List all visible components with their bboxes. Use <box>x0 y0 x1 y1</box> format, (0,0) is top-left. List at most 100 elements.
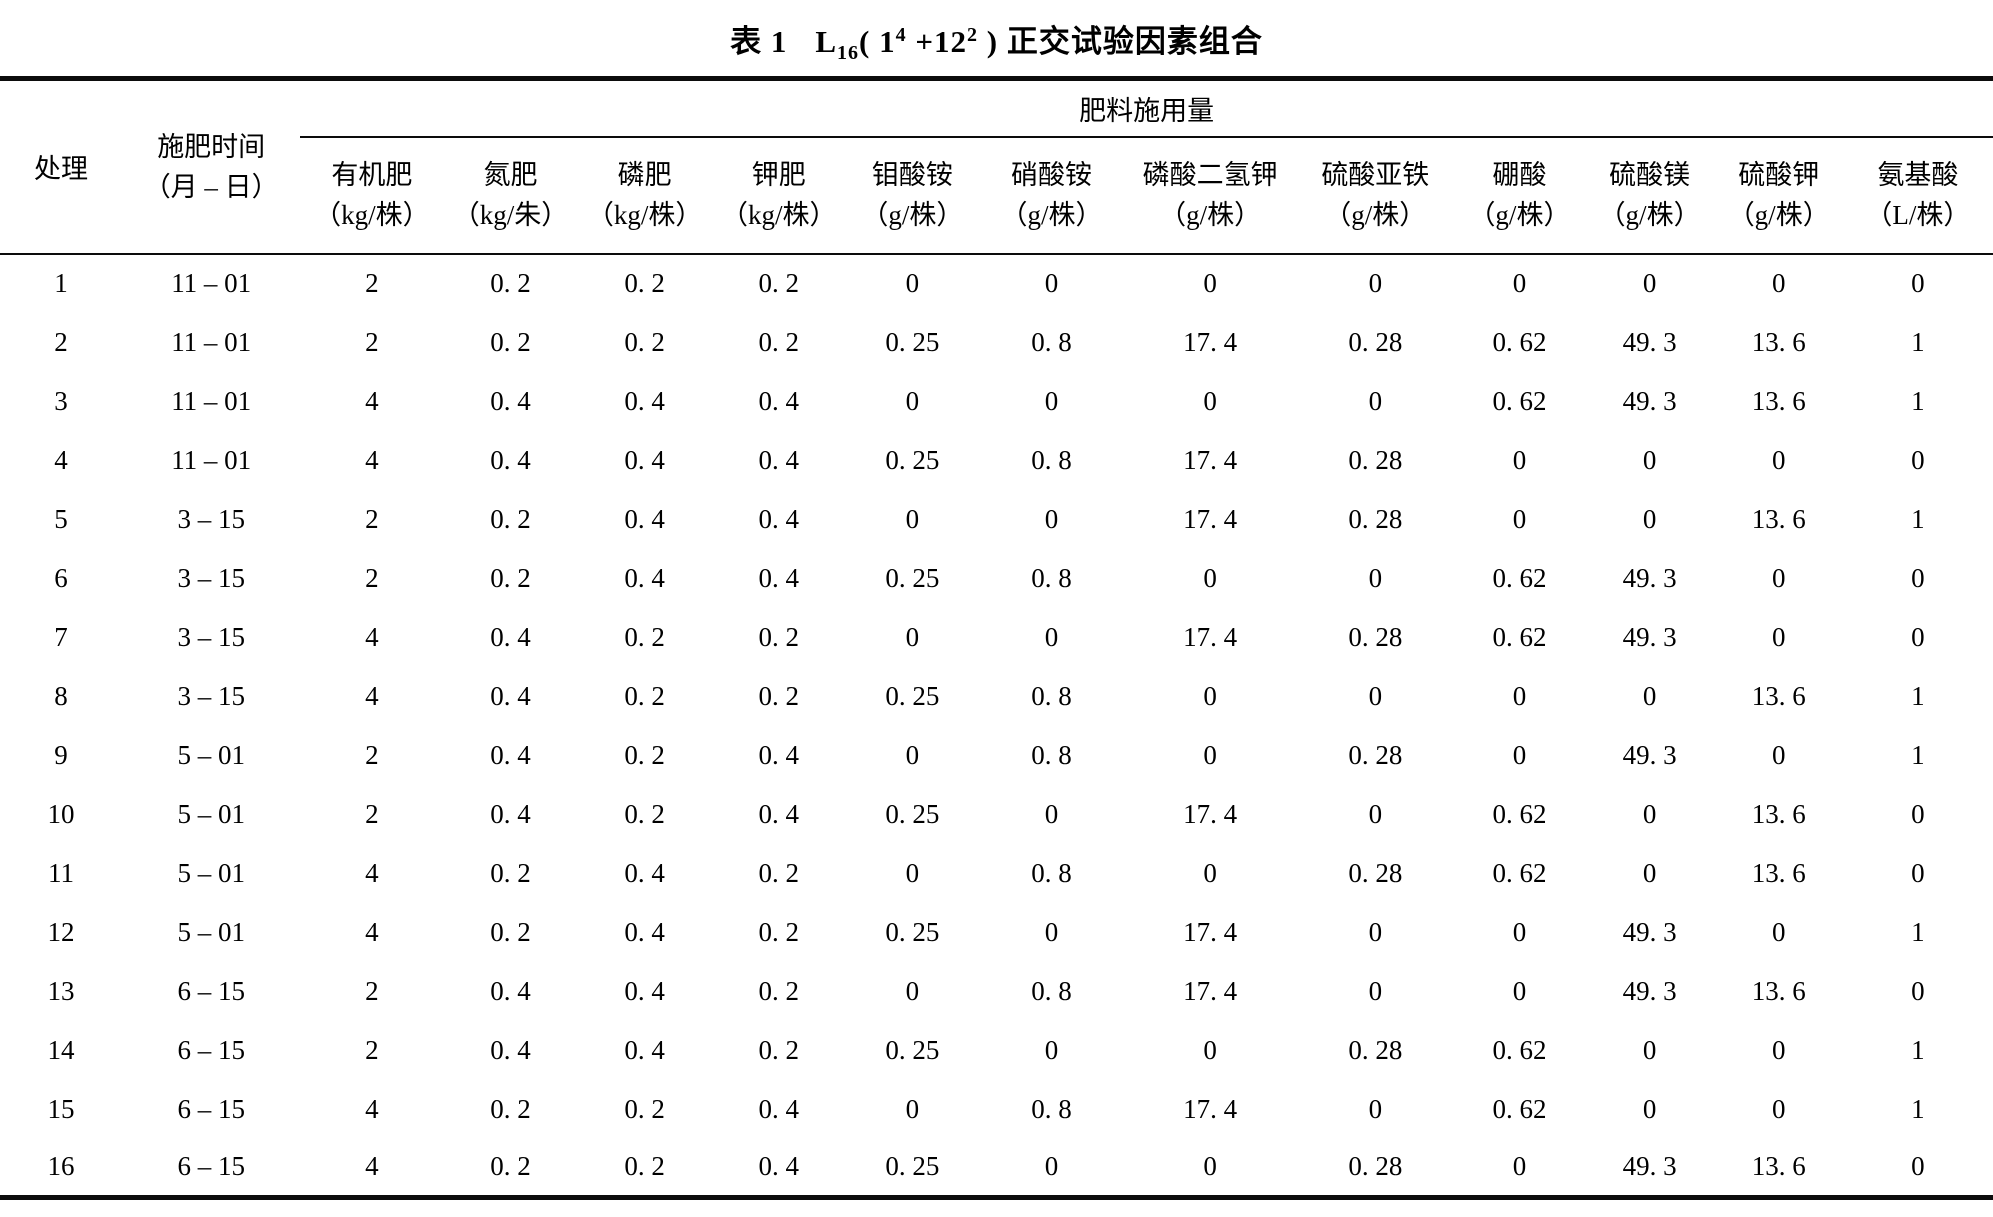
cell-ammonium-molybdate: 0. 25 <box>885 444 940 475</box>
header-columns-row: 有机肥 （kg/株） 氮肥 （kg/朱） 磷肥 （kg/株） 钾肥 （kg/株）… <box>0 136 1993 255</box>
cell-ferrous-sulfate: 0 <box>1368 975 1383 1006</box>
table-row: 1 11 – 01 2 0. 2 0. 2 0. 2 0 0 0 0 0 0 0… <box>0 254 1993 313</box>
cell-organic-fertilizer: 4 <box>365 1151 379 1182</box>
cell-phosphate: 0. 2 <box>624 1093 665 1124</box>
table-row: 2 11 – 01 2 0. 2 0. 2 0. 2 0. 25 0. 8 17… <box>0 313 1993 372</box>
cell-treatment-id: 4 <box>54 444 68 475</box>
cell-ammonium-molybdate: 0. 25 <box>885 562 940 593</box>
cell-ferrous-sulfate: 0 <box>1368 562 1383 593</box>
cell-ferrous-sulfate: 0 <box>1368 916 1383 947</box>
cell-boric-acid: 0. 62 <box>1492 1093 1547 1124</box>
column-header: 钼酸铵 （g/株） <box>845 136 979 255</box>
cell-potassium-dihydrogen-phosphate: 0 <box>1203 1151 1217 1182</box>
cell-ammonium-nitrate: 0 <box>1044 798 1059 829</box>
cell-treatment-id: 3 <box>54 385 68 416</box>
cell-potassium-dihydrogen-phosphate: 0 <box>1203 562 1217 593</box>
cell-ammonium-nitrate: 0 <box>1044 621 1059 652</box>
cell-treatment-id: 6 <box>54 562 68 593</box>
cell-ammonium-nitrate: 0. 8 <box>1031 444 1072 475</box>
column-unit: （g/株） <box>1468 200 1571 230</box>
cell-fertilization-time: 3 – 15 <box>177 503 245 534</box>
cell-phosphate: 0. 2 <box>624 1151 665 1182</box>
cell-treatment-id: 15 <box>47 1093 75 1124</box>
cell-nitrogen: 0. 4 <box>490 680 531 711</box>
cell-ammonium-molybdate: 0. 25 <box>885 1034 940 1065</box>
table-row: 8 3 – 15 4 0. 4 0. 2 0. 2 0. 25 0. 8 0 0… <box>0 667 1993 726</box>
column-unit: （g/株） <box>861 200 964 230</box>
cell-ammonium-molybdate: 0. 25 <box>885 326 940 357</box>
cell-treatment-id: 12 <box>47 916 75 947</box>
cell-treatment-id: 14 <box>47 1034 75 1065</box>
cell-magnesium-sulfate: 49. 3 <box>1622 385 1677 416</box>
column-unit: （L/株） <box>1865 200 1971 230</box>
cell-nitrogen: 0. 2 <box>490 916 531 947</box>
cell-magnesium-sulfate: 49. 3 <box>1622 916 1677 947</box>
column-header: 硫酸亚铁 （g/株） <box>1296 136 1455 255</box>
column-name: 硼酸 <box>1492 160 1547 190</box>
cell-ferrous-sulfate: 0 <box>1368 798 1383 829</box>
column-name: 硝酸铵 <box>1010 160 1092 190</box>
cell-ferrous-sulfate: 0 <box>1368 268 1383 298</box>
cell-boric-acid: 0. 62 <box>1492 385 1547 416</box>
cell-amino-acid: 0 <box>1911 857 1925 888</box>
cell-potassium-dihydrogen-phosphate: 17. 4 <box>1183 503 1238 534</box>
cell-fertilization-time: 6 – 15 <box>177 975 245 1006</box>
column-unit: （kg/株） <box>314 200 430 230</box>
cell-ammonium-nitrate: 0 <box>1044 1151 1059 1182</box>
column-name: 钼酸铵 <box>871 160 953 190</box>
cell-potassium-sulfate: 0 <box>1771 739 1786 770</box>
cell-potassium-sulfate: 13. 6 <box>1751 503 1806 534</box>
cell-ferrous-sulfate: 0. 28 <box>1348 444 1403 475</box>
cell-fertilization-time: 5 – 01 <box>177 739 245 770</box>
cell-treatment-id: 7 <box>54 621 68 652</box>
column-header: 硫酸钾 （g/株） <box>1714 136 1843 255</box>
cell-potassium-sulfate: 0 <box>1771 444 1786 475</box>
cell-potassium-sulfate: 0 <box>1771 1093 1786 1124</box>
cell-ammonium-molybdate: 0. 25 <box>885 916 940 947</box>
cell-magnesium-sulfate: 49. 3 <box>1622 621 1677 652</box>
cell-ferrous-sulfate: 0. 28 <box>1348 1034 1403 1065</box>
cell-fertilization-time: 6 – 15 <box>177 1151 245 1182</box>
cell-potassium-dihydrogen-phosphate: 17. 4 <box>1183 916 1238 947</box>
header-group-row: 处理 施肥时间 （月 – 日） 肥料施用量 <box>0 78 1993 255</box>
column-name: 硫酸镁 <box>1609 160 1691 190</box>
header-time-line2: （月 – 日） <box>143 171 279 202</box>
cell-treatment-id: 13 <box>47 975 75 1006</box>
cell-ferrous-sulfate: 0. 28 <box>1348 326 1403 357</box>
column-name: 硫酸亚铁 <box>1321 160 1430 190</box>
cell-organic-fertilizer: 2 <box>365 268 379 298</box>
cell-nitrogen: 0. 2 <box>490 268 531 298</box>
cell-fertilization-time: 6 – 15 <box>177 1093 245 1124</box>
cell-ammonium-molybdate: 0 <box>905 975 920 1006</box>
cell-ammonium-molybdate: 0. 25 <box>885 680 940 711</box>
cell-ammonium-nitrate: 0 <box>1044 916 1059 947</box>
cell-potassium-sulfate: 13. 6 <box>1751 680 1806 711</box>
cell-magnesium-sulfate: 0 <box>1642 680 1657 711</box>
cell-magnesium-sulfate: 49. 3 <box>1622 739 1677 770</box>
cell-potassium: 0. 2 <box>758 621 799 652</box>
column-name: 磷酸二氢钾 <box>1142 160 1278 190</box>
cell-amino-acid: 0 <box>1911 798 1925 829</box>
cell-organic-fertilizer: 2 <box>365 503 379 534</box>
cell-phosphate: 0. 2 <box>624 268 665 298</box>
cell-amino-acid: 0 <box>1911 621 1925 652</box>
cell-nitrogen: 0. 4 <box>490 1034 531 1065</box>
design-symbol: L <box>815 24 838 59</box>
cell-boric-acid: 0 <box>1512 975 1527 1006</box>
cell-phosphate: 0. 4 <box>624 562 665 593</box>
column-unit: （g/株） <box>1727 200 1830 230</box>
column-name: 硫酸钾 <box>1738 160 1820 190</box>
cell-organic-fertilizer: 4 <box>365 916 379 947</box>
cell-phosphate: 0. 2 <box>624 739 665 770</box>
cell-ammonium-nitrate: 0. 8 <box>1031 680 1072 711</box>
cell-potassium-sulfate: 0 <box>1771 916 1786 947</box>
cell-boric-acid: 0 <box>1512 680 1527 711</box>
cell-potassium: 0. 4 <box>758 444 799 475</box>
cell-fertilization-time: 11 – 01 <box>171 385 252 416</box>
cell-boric-acid: 0. 62 <box>1492 1034 1547 1065</box>
cell-nitrogen: 0. 4 <box>490 798 531 829</box>
cell-magnesium-sulfate: 49. 3 <box>1622 562 1677 593</box>
cell-ferrous-sulfate: 0 <box>1368 680 1383 711</box>
cell-magnesium-sulfate: 0 <box>1642 857 1657 888</box>
cell-nitrogen: 0. 2 <box>490 326 531 357</box>
